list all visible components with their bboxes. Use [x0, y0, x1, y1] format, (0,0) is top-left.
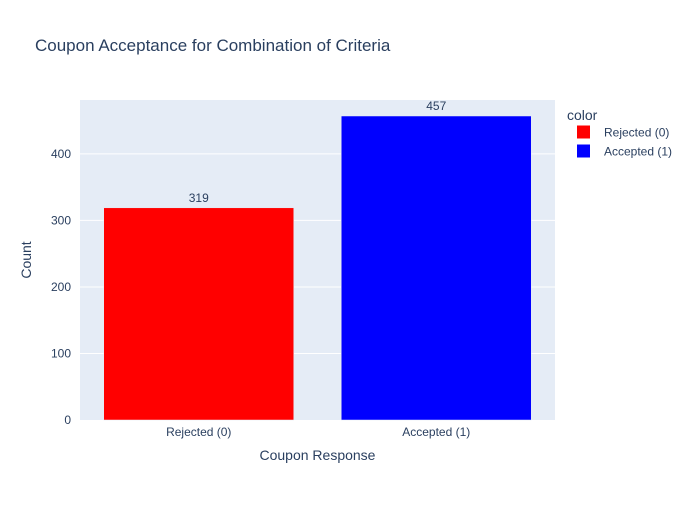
y-axis-title: Count: [18, 241, 34, 278]
x-tick-label: Accepted (1): [402, 425, 470, 439]
legend: color Rejected (0) Accepted (1): [567, 107, 672, 159]
bar: [103, 207, 294, 421]
bar-value-label: 457: [426, 99, 446, 113]
y-tick-label: 400: [51, 147, 71, 161]
legend-swatch: [577, 125, 590, 139]
y-tick-label: 300: [51, 213, 71, 227]
x-tick-label: Rejected (0): [166, 425, 231, 439]
legend-label: Rejected (0): [604, 126, 669, 140]
y-tick-label: 100: [51, 346, 71, 360]
y-axis-ticks: 0 100 200 300 400: [51, 147, 71, 427]
x-axis-ticks: Rejected (0) Accepted (1): [166, 425, 470, 439]
bar-value-label: 319: [189, 191, 209, 205]
x-axis-title: Coupon Response: [260, 447, 376, 463]
bar-value-labels: 319 457: [189, 99, 447, 205]
legend-title: color: [567, 107, 598, 123]
legend-items: Rejected (0) Accepted (1): [577, 125, 672, 159]
bar: [341, 115, 532, 421]
y-tick-label: 0: [64, 413, 71, 427]
y-tick-label: 200: [51, 280, 71, 294]
legend-swatch: [577, 144, 590, 158]
bars: [103, 115, 532, 421]
legend-label: Accepted (1): [604, 145, 672, 159]
chart-title: Coupon Acceptance for Combination of Cri…: [35, 36, 391, 55]
